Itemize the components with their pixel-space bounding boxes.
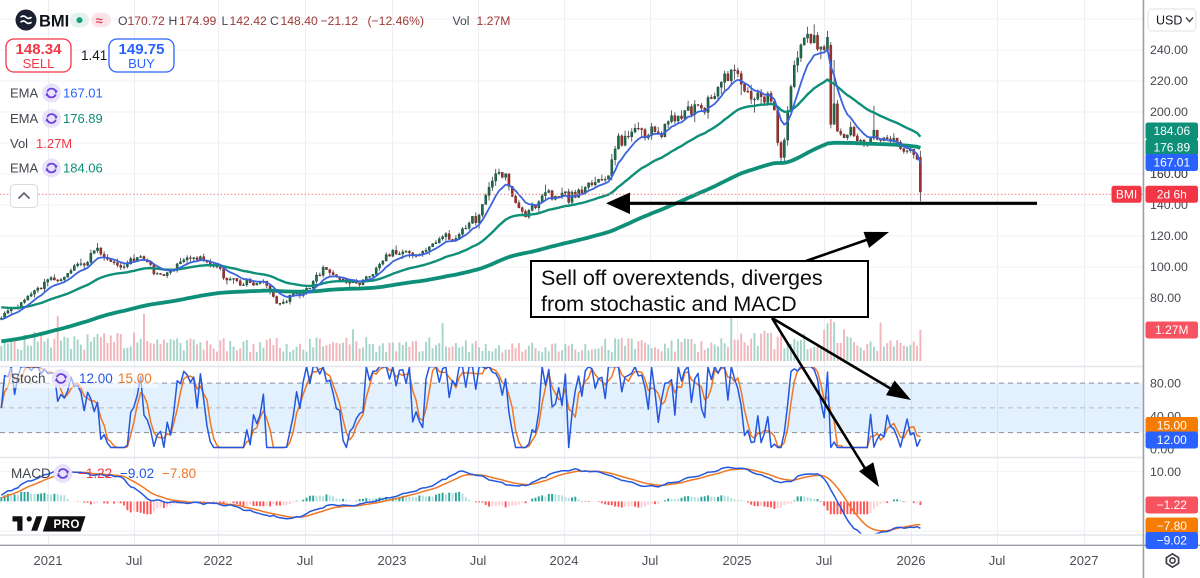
svg-text:200.00: 200.00 — [1150, 105, 1188, 119]
svg-text:Jul: Jul — [126, 553, 143, 568]
svg-text:10.00: 10.00 — [1150, 465, 1181, 479]
svg-text:Stoch: Stoch — [11, 371, 46, 386]
svg-text:220.00: 220.00 — [1150, 74, 1188, 88]
svg-text:2d 6h: 2d 6h — [1157, 188, 1187, 202]
svg-text:BMI: BMI — [39, 13, 69, 31]
svg-text:2022: 2022 — [204, 553, 233, 568]
svg-text:from stochastic and MACD: from stochastic and MACD — [541, 292, 797, 316]
svg-text:2024: 2024 — [550, 553, 579, 568]
svg-text:2025: 2025 — [723, 553, 752, 568]
svg-text:Jul: Jul — [989, 553, 1006, 568]
svg-text:EMA: EMA — [10, 111, 39, 126]
svg-text:−1.22: −1.22 — [78, 466, 112, 481]
svg-text:240.00: 240.00 — [1150, 43, 1188, 57]
svg-text:12.00: 12.00 — [1157, 433, 1187, 447]
svg-text:(−12.46%): (−12.46%) — [368, 14, 425, 28]
svg-text:2021: 2021 — [34, 553, 63, 568]
svg-text:148.40: 148.40 — [281, 14, 318, 28]
svg-text:PRO: PRO — [54, 519, 80, 531]
svg-text:−9.02: −9.02 — [1157, 534, 1188, 548]
svg-text:1.27M: 1.27M — [1155, 323, 1188, 337]
svg-text:15.00: 15.00 — [118, 371, 152, 386]
svg-text:176.89: 176.89 — [63, 111, 103, 126]
svg-text:Jul: Jul — [470, 553, 487, 568]
svg-text:2027: 2027 — [1070, 553, 1099, 568]
svg-text:EMA: EMA — [10, 86, 39, 101]
svg-text:Jul: Jul — [297, 553, 314, 568]
svg-text:Sell off overextends, diverges: Sell off overextends, diverges — [541, 266, 823, 290]
svg-text:≈: ≈ — [96, 13, 103, 28]
svg-text:15.00: 15.00 — [1157, 419, 1187, 433]
svg-text:184.06: 184.06 — [1153, 124, 1190, 138]
svg-text:80.00: 80.00 — [1150, 376, 1181, 390]
svg-text:Jul: Jul — [816, 553, 833, 568]
svg-text:1.41: 1.41 — [81, 48, 107, 63]
svg-text:H: H — [169, 14, 178, 28]
svg-text:Jul: Jul — [642, 553, 659, 568]
svg-text:184.06: 184.06 — [63, 161, 103, 176]
svg-text:170.72: 170.72 — [128, 14, 165, 28]
svg-text:167.01: 167.01 — [1153, 156, 1190, 170]
svg-text:120.00: 120.00 — [1150, 229, 1188, 243]
svg-text:Vol: Vol — [453, 14, 470, 28]
svg-text:−9.02: −9.02 — [120, 466, 154, 481]
svg-text:BUY: BUY — [128, 56, 155, 71]
svg-text:O: O — [118, 14, 127, 28]
svg-text:USD: USD — [1156, 14, 1182, 28]
svg-text:2026: 2026 — [897, 553, 926, 568]
svg-text:12.00: 12.00 — [79, 371, 113, 386]
svg-text:1.27M: 1.27M — [36, 136, 72, 151]
svg-text:BMI: BMI — [1116, 188, 1137, 202]
svg-text:SELL: SELL — [23, 56, 55, 71]
svg-text:−21.12: −21.12 — [321, 14, 359, 28]
svg-text:142.42: 142.42 — [230, 14, 267, 28]
svg-text:80.00: 80.00 — [1150, 291, 1181, 305]
svg-text:−1.22: −1.22 — [1157, 498, 1188, 512]
svg-text:176.89: 176.89 — [1153, 141, 1190, 155]
svg-text:2023: 2023 — [378, 553, 407, 568]
svg-text:148.34: 148.34 — [16, 41, 63, 58]
svg-text:MACD: MACD — [11, 466, 51, 481]
svg-text:Vol: Vol — [10, 136, 28, 151]
svg-text:1.27M: 1.27M — [477, 14, 511, 28]
svg-text:149.75: 149.75 — [119, 41, 165, 58]
svg-text:C: C — [270, 14, 279, 28]
svg-text:−7.80: −7.80 — [1157, 519, 1188, 533]
svg-text:L: L — [222, 14, 229, 28]
svg-text:EMA: EMA — [10, 161, 39, 176]
svg-text:100.00: 100.00 — [1150, 260, 1188, 274]
svg-text:174.99: 174.99 — [179, 14, 216, 28]
svg-text:167.01: 167.01 — [63, 86, 103, 101]
svg-text:−7.80: −7.80 — [162, 466, 196, 481]
